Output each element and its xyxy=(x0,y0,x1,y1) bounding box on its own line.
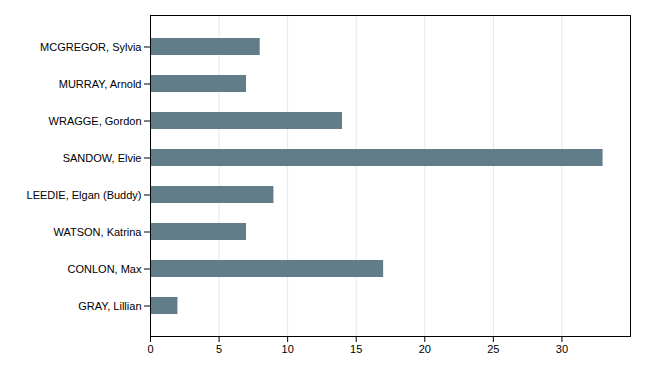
svg-text:GRAY, Lillian: GRAY, Lillian xyxy=(78,300,141,312)
svg-text:30: 30 xyxy=(556,343,568,355)
svg-text:WATSON, Katrina: WATSON, Katrina xyxy=(53,226,142,238)
svg-text:25: 25 xyxy=(487,343,499,355)
svg-text:MCGREGOR, Sylvia: MCGREGOR, Sylvia xyxy=(40,41,142,53)
svg-text:0: 0 xyxy=(147,343,153,355)
svg-text:MURRAY, Arnold: MURRAY, Arnold xyxy=(59,78,142,90)
svg-text:WRAGGE, Gordon: WRAGGE, Gordon xyxy=(49,115,142,127)
svg-text:15: 15 xyxy=(350,343,362,355)
svg-text:5: 5 xyxy=(216,343,222,355)
svg-text:10: 10 xyxy=(282,343,294,355)
svg-text:LEEDIE, Elgan (Buddy): LEEDIE, Elgan (Buddy) xyxy=(27,189,142,201)
svg-text:SANDOW, Elvie: SANDOW, Elvie xyxy=(63,152,142,164)
svg-text:20: 20 xyxy=(419,343,431,355)
svg-text:CONLON, Max: CONLON, Max xyxy=(68,263,142,275)
